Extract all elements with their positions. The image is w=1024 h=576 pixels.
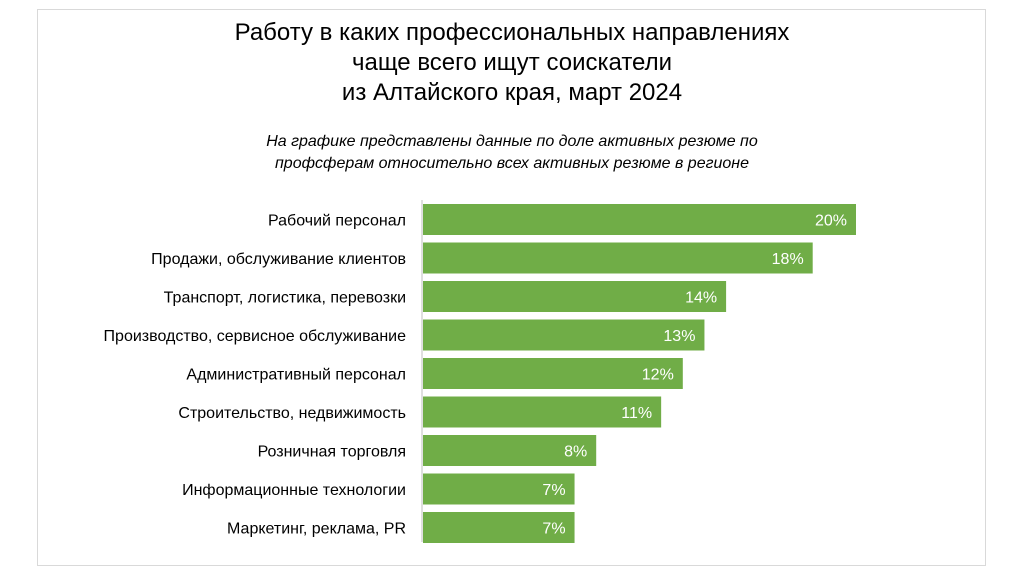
bar: [423, 473, 575, 505]
bar: [423, 319, 705, 351]
category-label: Маркетинг, реклама, PR: [227, 521, 406, 538]
data-label: 7%: [542, 482, 565, 499]
chart-subtitle-line-1: На графике представлены данные по доле а…: [266, 133, 758, 150]
chart-title-line-1: Работу в каких профессиональных направле…: [234, 19, 790, 46]
data-label: 7%: [542, 521, 565, 538]
category-label: Транспорт, логистика, перевозки: [164, 290, 406, 307]
chart-subtitle: На графике представлены данные по доле а…: [0, 131, 1024, 175]
bar: [423, 512, 575, 543]
category-label: Информационные технологии: [182, 482, 406, 499]
bar: [423, 435, 597, 466]
category-label: Административный персонал: [186, 367, 406, 384]
category-label: Продажи, обслуживание клиентов: [151, 251, 406, 268]
category-label: Строительство, недвижимость: [178, 405, 406, 422]
chart-subtitle-line-2: профсферам относительно всех активных ре…: [275, 155, 749, 172]
chart-title: Работу в каких профессиональных направле…: [0, 18, 1024, 108]
bar: [423, 281, 727, 312]
bars-group: Рабочий персонал 20% Продажи, обслуживание…: [104, 204, 856, 543]
data-label: 20%: [815, 213, 847, 230]
data-label: 12%: [642, 367, 674, 384]
category-label: Производство, сервисное обслуживание: [104, 328, 407, 345]
data-label: 8%: [564, 444, 587, 461]
data-label: 11%: [621, 405, 652, 422]
data-label: 14%: [685, 290, 717, 307]
chart-title-line-3: из Алтайского края, март 2024: [341, 79, 683, 106]
data-label: 13%: [663, 328, 695, 345]
data-label: 18%: [772, 251, 804, 268]
chart-title-line-2: чаще всего ищут соискатели: [351, 49, 673, 76]
bar: [423, 242, 813, 274]
bar: [423, 204, 856, 235]
category-label: Рабочий персонал: [268, 213, 406, 230]
bar: [423, 358, 683, 389]
category-label: Розничная торговля: [258, 444, 406, 461]
bar: [423, 396, 662, 428]
